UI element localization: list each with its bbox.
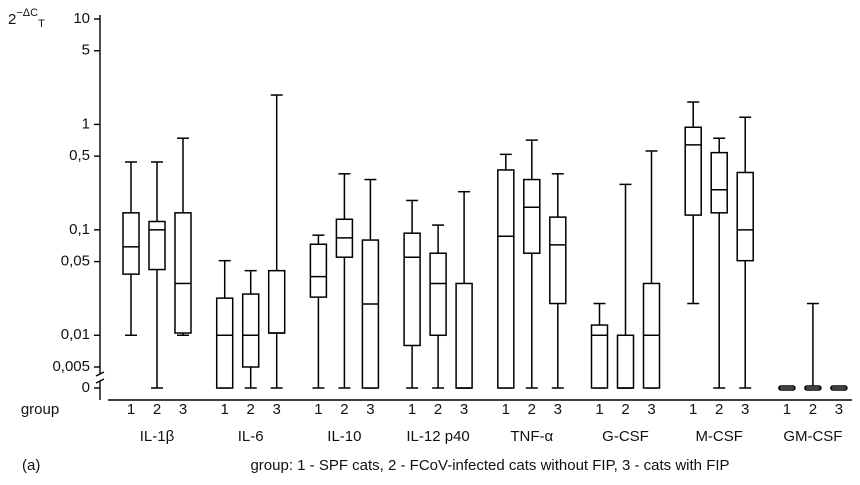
category-label: IL-1β <box>140 428 175 445</box>
box <box>215 297 234 389</box>
y-tick-label: 0,005 <box>52 358 90 375</box>
y-label-exponent: −ΔC <box>16 7 38 19</box>
y-label-subscript: T <box>38 18 45 30</box>
box <box>684 126 702 216</box>
y-tick-label: 0 <box>82 379 90 396</box>
group-label: 1 <box>408 401 416 418</box>
category-label: GM-CSF <box>783 428 842 445</box>
box <box>549 216 567 305</box>
y-axis-label: 2−ΔCT <box>8 7 45 30</box>
y-tick-label: 1 <box>82 115 90 132</box>
box <box>736 171 754 262</box>
box <box>148 220 166 271</box>
y-tick-label: 0,1 <box>69 221 90 238</box>
axis-break <box>95 371 105 377</box>
group-label: 2 <box>621 401 629 418</box>
box <box>267 269 286 334</box>
category-label: G-CSF <box>602 428 649 445</box>
box <box>241 293 260 368</box>
group-label: 2 <box>340 401 348 418</box>
box <box>710 151 728 214</box>
y-tick-label: 0,5 <box>69 147 90 164</box>
y-tick-label: 0,05 <box>61 253 90 270</box>
group-label: 2 <box>247 401 255 418</box>
group-label: 3 <box>460 401 468 418</box>
category-label: TNF-α <box>510 428 553 445</box>
category-label: IL-12 p40 <box>406 428 469 445</box>
category-label: IL-10 <box>327 428 361 445</box>
box <box>616 334 635 389</box>
box <box>361 239 380 389</box>
y-tick-label: 0,01 <box>61 326 90 343</box>
group-label: 3 <box>835 401 843 418</box>
group-label: 3 <box>741 401 749 418</box>
group-label: 3 <box>554 401 562 418</box>
box <box>403 232 421 347</box>
category-label: M-CSF <box>695 428 743 445</box>
box <box>429 252 447 337</box>
caption: group: 1 - SPF cats, 2 - FCoV-infected c… <box>250 457 729 474</box>
group-label: 1 <box>689 401 697 418</box>
box <box>590 324 609 389</box>
group-label: 2 <box>809 401 817 418</box>
group-label: 1 <box>221 401 229 418</box>
group-label: 3 <box>366 401 374 418</box>
group-label: 3 <box>647 401 655 418</box>
box <box>122 212 140 275</box>
group-label: 1 <box>314 401 322 418</box>
box <box>455 282 473 389</box>
box <box>523 178 541 254</box>
group-label: 1 <box>127 401 135 418</box>
group-label: 2 <box>528 401 536 418</box>
y-tick-label: 5 <box>82 42 90 59</box>
group-label: 1 <box>502 401 510 418</box>
axis-break <box>95 378 105 384</box>
y-tick-label: 10 <box>73 10 90 27</box>
group-label: 1 <box>595 401 603 418</box>
panel-label: (a) <box>22 457 40 474</box>
box <box>309 243 328 298</box>
y-label-base: 2 <box>8 11 16 28</box>
category-label: IL-6 <box>238 428 264 445</box>
group-label: 2 <box>153 401 161 418</box>
group-axis-label: group <box>21 401 59 418</box>
group-label: 1 <box>783 401 791 418</box>
box <box>174 212 192 334</box>
group-label: 3 <box>179 401 187 418</box>
group-label: 2 <box>715 401 723 418</box>
box <box>497 169 515 389</box>
group-label: 2 <box>434 401 442 418</box>
group-label: 3 <box>273 401 281 418</box>
